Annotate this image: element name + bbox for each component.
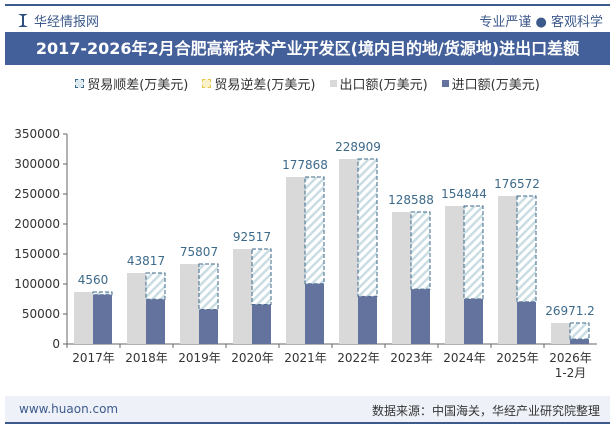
export-swatch [329,80,337,87]
y-tick-label: 300000 [14,157,60,171]
legend: 贸易顺差(万美元) 贸易逆差(万美元) 出口额(万美元) 进口额(万美元) [0,74,615,93]
chart-title: 2017-2026年2月合肥高新技术产业开发区(境内目的地/货源地)进出口差额 [5,32,610,65]
deficit-swatch [202,79,212,88]
legend-export: 出口额(万美元) [329,74,428,93]
surplus-data-label: 92517 [233,230,271,244]
x-tick-label: 2025年 [496,351,539,365]
export-bar [127,273,146,344]
surplus-data-label: 154844 [441,187,487,201]
y-tick-label: 250000 [14,187,60,201]
x-tick-label: 2018年 [125,351,168,365]
x-tick-label: 2017年 [72,351,115,365]
export-bar [445,206,464,344]
import-bar [464,298,483,344]
slogan: 专业严谨 ● 客观科学 [479,15,603,30]
import-swatch [441,80,449,87]
website-link[interactable]: www.huaon.com [19,402,119,416]
top-divider [5,4,610,6]
surplus-data-label: 128588 [388,193,434,207]
legend-deficit: 贸易逆差(万美元) [202,74,316,93]
import-bar [93,294,112,344]
source-note: 数据来源：中国海关，华经产业研究院整理 [371,404,600,418]
surplus-bar [463,205,484,300]
surplus-data-label: 176572 [494,177,540,191]
y-tick-label: 200000 [14,217,60,231]
legend-import: 进口额(万美元) [441,74,540,93]
brand: 华经情报网 [18,11,99,30]
import-bar [358,296,377,344]
import-bar [570,339,589,344]
export-bar [498,195,517,344]
y-tick-label: 50000 [22,307,60,321]
x-tick-label: 2023年 [390,351,433,365]
y-tick-label: 150000 [14,247,60,261]
x-tick-label: 2021年 [284,351,327,365]
export-bar [339,159,358,344]
import-bar [517,301,536,344]
y-tick-label: 350000 [14,127,60,141]
footer: www.huaon.com 数据来源：中国海关，华经产业研究院整理 [5,396,610,424]
surplus-bar [304,176,325,285]
surplus-bar [410,211,431,290]
import-bar [146,299,165,344]
x-tick-label: 1-2月 [555,366,587,380]
surplus-bar [569,322,590,340]
import-bar [411,289,430,344]
x-tick-label: 2020年 [231,351,274,365]
import-bar [305,283,324,344]
surplus-bar [516,195,537,303]
x-tick-label: 2024年 [443,351,486,365]
surplus-swatch [75,79,85,88]
x-tick-label: 2022年 [337,351,380,365]
import-bar [199,309,218,344]
legend-label: 贸易顺差(万美元) [87,78,189,93]
surplus-bar [198,263,219,311]
surplus-bar [251,248,272,306]
surplus-data-label: 43817 [127,254,165,268]
legend-label: 出口额(万美元) [339,78,428,93]
import-bar [252,304,271,344]
legend-surplus: 贸易顺差(万美元) [75,74,188,93]
surplus-bar [145,272,166,300]
x-tick-label: 2026年 [549,351,592,365]
export-bar [233,249,252,344]
brand-name: 华经情报网 [34,15,100,30]
legend-label: 贸易逆差(万美元) [214,78,316,93]
export-bar [286,177,305,344]
surplus-data-label: 26971.2 [545,304,595,318]
surplus-data-label: 75807 [180,245,218,259]
logo-icon [18,14,28,27]
surplus-bar [357,158,378,297]
export-bar [74,291,93,344]
legend-label: 进口额(万美元) [451,78,540,93]
export-bar [551,323,570,344]
export-bar [392,212,411,344]
x-tick-label: 2019年 [178,351,221,365]
surplus-data-label: 177868 [282,158,328,172]
y-tick-label: 100000 [14,277,60,291]
export-bar [180,264,199,344]
y-tick-label: 0 [52,337,60,351]
surplus-data-label: 228909 [335,140,381,154]
surplus-bar [92,291,113,296]
surplus-data-label: 4560 [78,273,109,287]
